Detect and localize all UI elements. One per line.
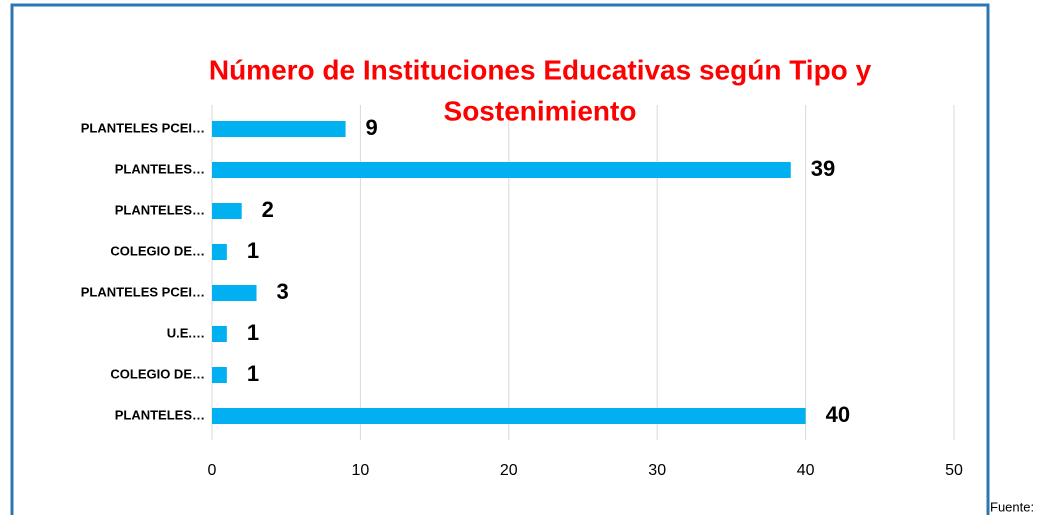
data-label: 1: [247, 361, 259, 386]
frame: [10, 3, 990, 515]
bar: [212, 408, 806, 424]
bar: [212, 121, 346, 137]
bar: [212, 285, 257, 301]
data-label: 40: [826, 402, 850, 427]
y-tick-label: COLEGIO DE…: [110, 243, 205, 258]
y-tick-label: COLEGIO DE…: [110, 366, 205, 381]
data-label: 39: [811, 156, 835, 181]
bar: [212, 203, 242, 219]
x-tick-label: 50: [945, 462, 963, 479]
x-tick-label: 20: [500, 462, 518, 479]
footer: Fuente:: [990, 499, 1034, 514]
data-label: 3: [277, 279, 289, 304]
chart-title: Sostenimiento: [444, 95, 637, 126]
y-tick-label: PLANTELES…: [115, 161, 205, 176]
y-tick-label: PLANTELES…: [115, 202, 205, 217]
data-label: 9: [366, 115, 378, 140]
y-tick-label: PLANTELES PCEI…: [81, 284, 205, 299]
x-tick-label: 30: [648, 462, 666, 479]
x-tick-label: 0: [208, 462, 217, 479]
bar: [212, 162, 791, 178]
x-tick-label: 40: [797, 462, 815, 479]
data-label: 1: [247, 238, 259, 263]
data-label: 1: [247, 320, 259, 345]
bar: [212, 244, 227, 260]
y-tick-label: U.E.…: [167, 325, 205, 340]
bar: [212, 367, 227, 383]
y-tick-label: PLANTELES PCEI…: [81, 120, 205, 135]
data-label: 2: [262, 197, 274, 222]
bar: [212, 326, 227, 342]
chart-title: Número de Instituciones Educativas según…: [209, 54, 872, 85]
y-tick-label: PLANTELES…: [115, 407, 205, 422]
x-tick-label: 10: [352, 462, 370, 479]
